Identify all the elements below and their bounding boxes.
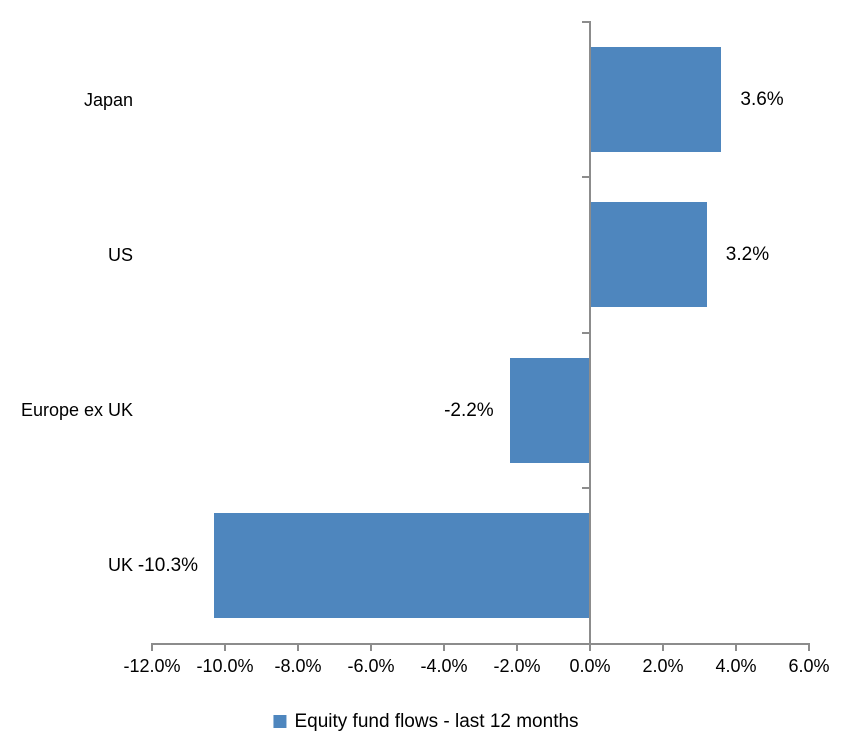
x-tick-label--8-0-: -8.0% bbox=[274, 656, 322, 676]
y-axis-tick bbox=[582, 331, 590, 334]
x-tick-label--10-0-: -10.0% bbox=[196, 656, 254, 676]
category-label-europe-ex-uk: Europe ex UK bbox=[20, 400, 133, 421]
bar-europe-ex-uk bbox=[509, 357, 590, 463]
x-axis-tick bbox=[516, 643, 518, 651]
bar-uk bbox=[214, 512, 590, 618]
bar-us bbox=[590, 202, 707, 308]
y-axis-tick bbox=[582, 486, 590, 489]
y-axis-tick bbox=[582, 176, 590, 179]
x-axis-tick bbox=[808, 643, 810, 651]
value-label-uk: -10.3% bbox=[137, 554, 199, 576]
x-axis-tick bbox=[224, 643, 226, 651]
x-tick-label-2-0-: 2.0% bbox=[642, 656, 684, 676]
legend-swatch-icon bbox=[273, 714, 287, 728]
x-axis-tick bbox=[662, 643, 664, 651]
category-label-uk: UK bbox=[107, 555, 133, 576]
x-axis-tick bbox=[735, 643, 737, 651]
value-label-japan: 3.6% bbox=[740, 89, 784, 111]
x-tick-label--2-0-: -2.0% bbox=[493, 656, 541, 676]
x-tick-label--12-0-: -12.0% bbox=[123, 656, 181, 676]
x-axis-tick bbox=[443, 643, 445, 651]
x-tick-label--4-0-: -4.0% bbox=[420, 656, 468, 676]
y-axis-tick bbox=[582, 21, 590, 23]
category-label-us: US bbox=[107, 244, 133, 265]
x-axis-tick bbox=[589, 643, 591, 651]
value-label-us: 3.2% bbox=[725, 244, 770, 266]
x-tick-label--6-0-: -6.0% bbox=[347, 656, 395, 676]
x-axis-tick bbox=[370, 643, 372, 651]
x-tick-label-6-0-: 6.0% bbox=[788, 656, 830, 676]
y-axis-line bbox=[589, 21, 591, 651]
x-axis-tick bbox=[297, 643, 299, 651]
bar-japan bbox=[590, 47, 722, 153]
value-label-europe-ex-uk: -2.2% bbox=[444, 399, 494, 421]
x-axis-line bbox=[151, 643, 810, 645]
legend-series-label: Equity fund flows - last 12 months bbox=[294, 710, 579, 732]
x-tick-label-4-0-: 4.0% bbox=[715, 656, 757, 676]
category-label-japan: Japan bbox=[83, 89, 133, 110]
x-tick-label-0-0-: 0.0% bbox=[569, 656, 611, 676]
x-axis-tick bbox=[151, 643, 153, 651]
legend: Equity fund flows - last 12 months bbox=[273, 708, 579, 734]
